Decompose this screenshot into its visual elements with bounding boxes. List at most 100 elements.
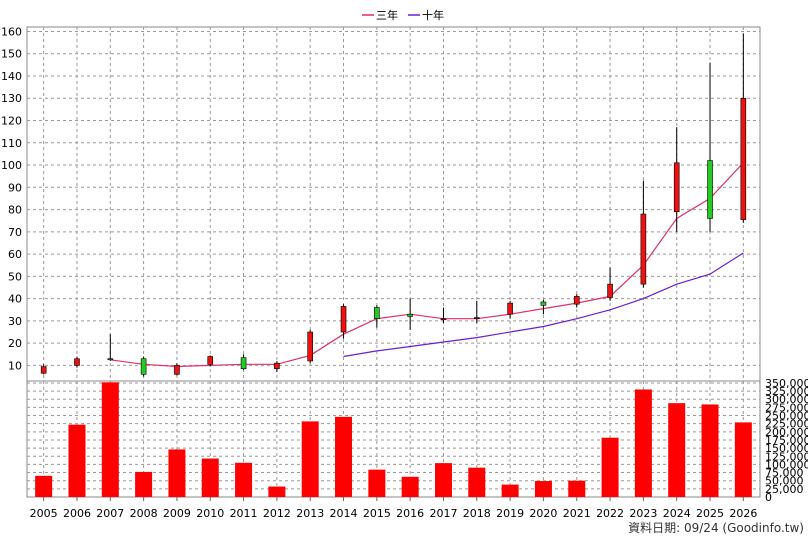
candle-body (240, 357, 247, 370)
x-tick-label: 2023 (629, 507, 657, 520)
volume-bar (601, 437, 619, 497)
volume-tick-label: 275,000 (765, 401, 808, 414)
candle-body (573, 296, 580, 305)
candle-body (207, 356, 214, 365)
volume-bar (168, 449, 186, 497)
volume-bar (501, 484, 519, 497)
candle-body (140, 358, 147, 375)
candle-body (540, 301, 547, 306)
price-axis-ticks: 10 20 30 40 50 60 70 80 90 100 110 120 130 140 150 160 (1, 25, 22, 372)
volume-tick-label: 300,000 (765, 393, 808, 406)
x-tick-label: 2021 (563, 507, 591, 520)
candle-body (307, 331, 314, 362)
candle (140, 356, 147, 377)
candle (607, 267, 613, 301)
candle (407, 298, 413, 330)
volume-bar (701, 404, 719, 497)
volume-bar (468, 467, 486, 497)
price-tick-label: 160 (1, 25, 22, 38)
volume-tick-label: 100,000 (765, 458, 808, 471)
candle (540, 299, 547, 315)
x-tick-label: 2025 (696, 507, 724, 520)
volume-tick-label: 150,000 (765, 442, 808, 455)
moving-average-lines (110, 162, 744, 368)
x-tick-label: 2015 (363, 507, 391, 520)
volume-tick-label: 75,000 (765, 467, 804, 480)
price-tick-label: 20 (8, 337, 22, 350)
candle (274, 360, 280, 373)
price-tick-label: 140 (1, 70, 22, 83)
volume-tick-label: 125,000 (765, 450, 808, 463)
x-tick-label: 2010 (196, 507, 224, 520)
volume-bars (35, 382, 752, 497)
volume-tick-label: 175,000 (765, 434, 808, 447)
price-tick-label: 100 (1, 159, 22, 172)
x-tick-label: 2005 (30, 507, 58, 520)
x-tick-label: 2009 (163, 507, 191, 520)
volume-bar (534, 481, 552, 497)
ma-line (343, 252, 744, 358)
candle-body (673, 162, 680, 213)
source-note: 資料日期: 09/24 (Goodinfo.tw) (628, 521, 804, 535)
candle (440, 307, 447, 324)
x-tick-label: 2024 (663, 507, 691, 520)
volume-bar (35, 475, 53, 497)
x-tick-label: 2026 (729, 507, 757, 520)
legend: 三年 十年 (362, 8, 444, 22)
candle-body (340, 306, 347, 333)
price-tick-label: 130 (1, 92, 22, 105)
x-tick-label: 2014 (330, 507, 358, 520)
x-tick-label: 2008 (130, 507, 158, 520)
candle (573, 294, 580, 308)
price-grid (27, 30, 760, 366)
candle-body (740, 97, 747, 220)
volume-tick-label: 0 (765, 491, 772, 504)
candle-body (107, 358, 114, 361)
price-tick-label: 10 (8, 359, 22, 372)
candle (240, 354, 247, 370)
volume-bar (568, 480, 586, 497)
volume-bar (101, 382, 119, 497)
candle-body (274, 362, 280, 370)
x-tick-label: 2017 (429, 507, 457, 520)
volume-plot-area (26, 380, 761, 498)
price-tick-label: 50 (8, 270, 22, 283)
candle (707, 62, 713, 232)
candle (473, 300, 480, 324)
volume-bar (335, 416, 353, 497)
x-tick-label: 2006 (63, 507, 91, 520)
x-tick-label: 2012 (263, 507, 291, 520)
candle-body (507, 302, 513, 315)
volume-axis-ticks: 025,00050,00075,000100,000125,000150,000… (765, 377, 808, 504)
x-tick-label: 2020 (529, 507, 557, 520)
candlesticks (40, 33, 747, 377)
volume-bar (135, 471, 153, 497)
x-tick-label: 2011 (230, 507, 258, 520)
candle-body (40, 366, 47, 374)
candle-body (374, 307, 380, 319)
candle (307, 329, 314, 364)
x-tick-label: 2018 (463, 507, 491, 520)
price-tick-label: 70 (8, 226, 22, 239)
volume-bar (68, 424, 86, 497)
candle (174, 363, 180, 376)
volume-bar (201, 458, 219, 497)
price-tick-label: 110 (1, 137, 22, 150)
volume-tick-label: 50,000 (765, 475, 804, 488)
candle (740, 33, 747, 223)
candle-body (74, 358, 80, 366)
price-plot-area (26, 26, 761, 382)
price-tick-label: 30 (8, 315, 22, 328)
x-tick-label: 2022 (596, 507, 624, 520)
x-tick-label: 2019 (496, 507, 524, 520)
volume-tick-label: 350,000 (765, 377, 808, 390)
price-tick-label: 60 (8, 248, 22, 261)
volume-bar (301, 421, 319, 497)
legend-label-3yr: 三年 (376, 8, 398, 22)
candle (374, 305, 380, 328)
x-tick-label: 2016 (396, 507, 424, 520)
x-axis-ticks: 2005 2006 2007 2008 2009 2010 2011 2012 2013 2014… (30, 507, 758, 520)
candle-body (640, 213, 647, 285)
candle-body (607, 283, 613, 298)
